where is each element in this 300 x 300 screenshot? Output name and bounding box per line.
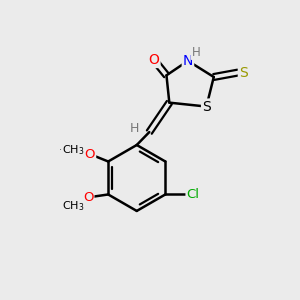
Text: H: H bbox=[192, 46, 201, 59]
Text: CH$_3$: CH$_3$ bbox=[61, 143, 84, 157]
Text: O: O bbox=[149, 53, 160, 67]
Text: N: N bbox=[183, 54, 193, 68]
Text: S: S bbox=[202, 100, 211, 113]
Text: O: O bbox=[83, 191, 93, 204]
Text: methoxy: methoxy bbox=[65, 147, 72, 148]
Text: H: H bbox=[129, 122, 139, 135]
Text: methoxy: methoxy bbox=[60, 148, 67, 150]
Text: O: O bbox=[85, 148, 95, 160]
Text: methyl: methyl bbox=[70, 149, 75, 150]
Text: Cl: Cl bbox=[187, 188, 200, 201]
Text: CH$_3$: CH$_3$ bbox=[61, 199, 84, 212]
Text: S: S bbox=[239, 66, 248, 80]
